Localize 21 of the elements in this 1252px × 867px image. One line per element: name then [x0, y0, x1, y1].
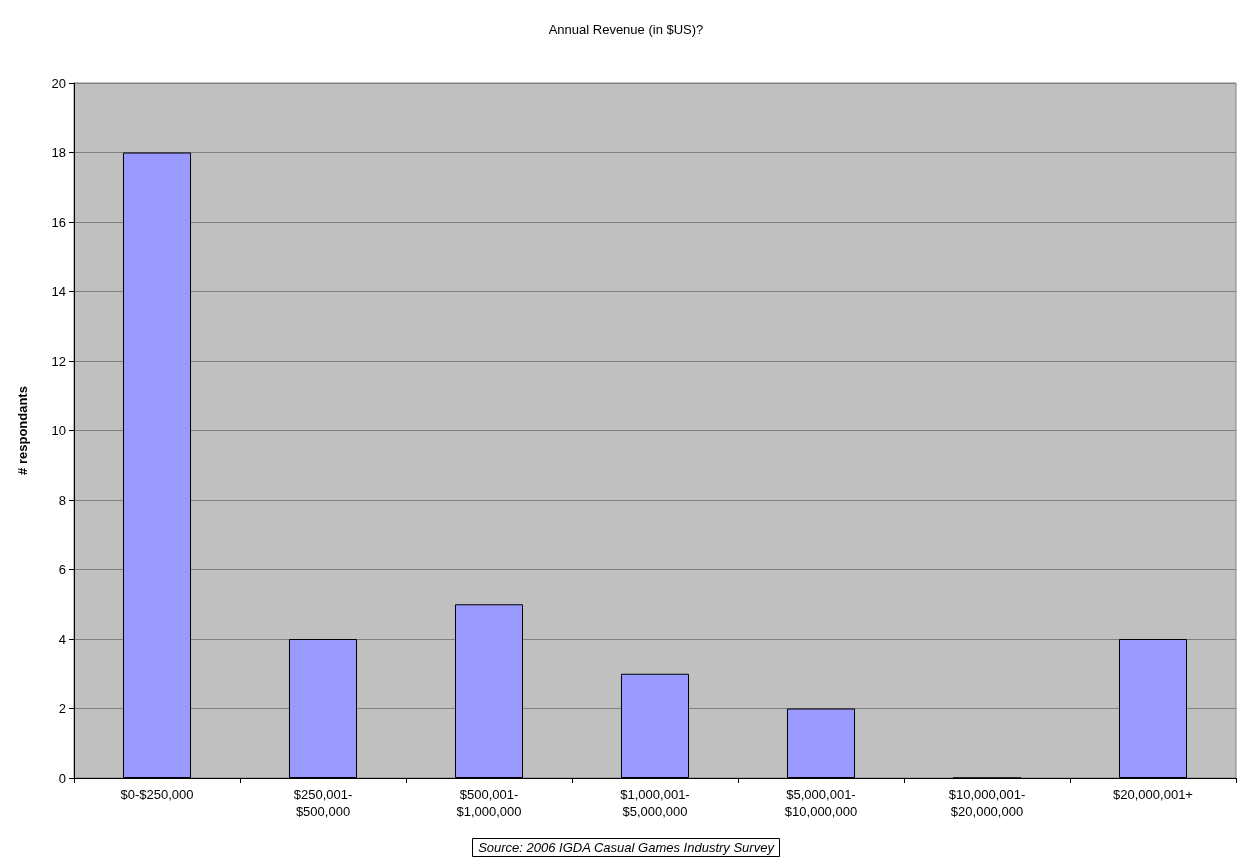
y-tick-label: 18	[51, 145, 66, 160]
y-tick-label: 14	[51, 284, 66, 299]
y-tick-label: 16	[51, 214, 66, 230]
y-tick-label: 8	[58, 492, 66, 508]
y-axis-title: # respondants	[15, 386, 30, 475]
y-tick-label: 0	[58, 770, 66, 786]
y-tick-label: 2	[58, 701, 66, 716]
y-tick-label: 4	[58, 631, 66, 647]
x-tick-label: $500,001- $1,000,000	[456, 787, 522, 819]
chart-title: Annual Revenue (in $US)?	[548, 22, 704, 37]
x-tick-label: $0-$250,000	[120, 787, 194, 802]
x-tick-label: $20,000,001+	[1113, 787, 1193, 802]
y-tick-label: 6	[58, 562, 66, 577]
x-tick-label: $10,000,001- $20,000,000	[948, 787, 1026, 819]
x-tick-label: $250,001- $500,000	[293, 787, 353, 819]
y-tick-label: 10	[51, 423, 66, 438]
x-tick-label: $5,000,001- $10,000,000	[784, 787, 858, 819]
x-tick-label: $1,000,001- $5,000,000	[620, 787, 690, 819]
y-tick-label: 12	[51, 353, 66, 369]
source-note: Source: 2006 IGDA Casual Games Industry Survey	[478, 840, 776, 855]
y-tick-label: 20	[51, 75, 66, 91]
